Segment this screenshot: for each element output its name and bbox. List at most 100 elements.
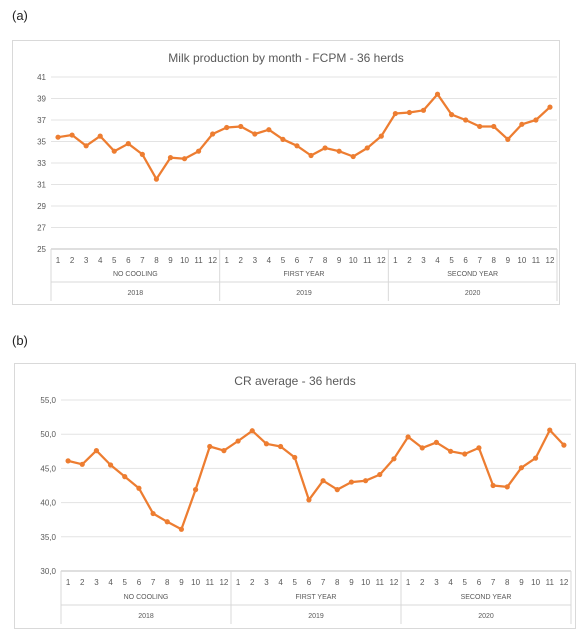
x-tick-label: 4: [267, 256, 272, 265]
chart-a: Milk production by month - FCPM - 36 her…: [37, 51, 558, 301]
x-tick-label: 2: [420, 578, 425, 587]
data-point: [210, 131, 216, 137]
data-point: [107, 462, 114, 468]
data-point: [280, 136, 286, 142]
x-tick-label: 12: [208, 256, 217, 265]
data-point: [221, 448, 227, 454]
x-tick-label: 7: [321, 578, 326, 587]
x-tick-label: 12: [219, 578, 228, 587]
data-point: [252, 131, 258, 137]
x-tick-label: 2: [407, 256, 412, 265]
x-tick-label: 7: [140, 256, 145, 265]
group-label: NO COOLING: [124, 594, 169, 601]
x-tick-label: 4: [435, 256, 440, 265]
chart-title: Milk production by month - FCPM - 36 her…: [168, 51, 403, 65]
y-tick-label: 31: [37, 181, 46, 190]
data-point: [334, 487, 340, 493]
data-point: [519, 121, 525, 127]
data-point: [448, 112, 455, 118]
x-tick-label: 6: [295, 256, 300, 265]
chart-a-frame: Milk production by month - FCPM - 36 her…: [12, 40, 560, 305]
y-tick-label: 30,0: [40, 567, 56, 576]
data-point: [238, 123, 244, 130]
x-tick-label: 1: [224, 256, 229, 265]
data-point: [462, 451, 468, 457]
data-point: [167, 155, 174, 161]
x-tick-label: 3: [84, 256, 89, 265]
x-tick-label: 1: [406, 578, 411, 587]
y-tick-label: 37: [37, 116, 46, 125]
data-point: [477, 123, 483, 130]
data-point: [224, 124, 230, 131]
data-point: [490, 482, 496, 489]
data-point: [136, 485, 142, 491]
x-tick-label: 2: [239, 256, 244, 265]
x-tick-label: 6: [307, 578, 312, 587]
data-point: [419, 445, 425, 451]
data-point: [207, 443, 213, 450]
year-label: 2018: [128, 290, 144, 297]
data-point: [150, 510, 156, 517]
x-tick-label: 10: [349, 256, 358, 265]
x-tick-label: 10: [361, 578, 370, 587]
chart-b: CR average - 36 herds 30,0 35,0 40,0 45,0 50,…: [40, 374, 572, 624]
x-tick-label: 9: [337, 256, 342, 265]
data-point: [362, 478, 369, 484]
x-tick-label: 11: [546, 578, 555, 587]
x-tick-label: 7: [151, 578, 156, 587]
data-point: [125, 141, 131, 147]
x-tick-label: 3: [94, 578, 99, 587]
data-point: [547, 427, 553, 433]
x-tick-label: 9: [179, 578, 184, 587]
x-tick-label: 8: [335, 578, 340, 587]
data-point: [292, 454, 298, 461]
data-point: [518, 465, 525, 471]
data-point: [504, 484, 510, 490]
x-tick-label: 5: [281, 256, 286, 265]
x-tick-label: 4: [278, 578, 283, 587]
data-point: [93, 448, 100, 454]
x-tick-label: 11: [363, 256, 372, 265]
data-point: [266, 127, 272, 133]
group-label: FIRST YEAR: [284, 271, 325, 278]
x-tick-label: 5: [112, 256, 117, 265]
x-tick-label: 4: [448, 578, 453, 587]
year-label: 2020: [478, 613, 494, 620]
y-tick-label: 35,0: [40, 533, 56, 542]
data-point: [463, 117, 469, 123]
x-tick-label: 5: [293, 578, 298, 587]
chart-b-frame: CR average - 36 herds 30,0 35,0 40,0 45,0 50,…: [14, 363, 576, 629]
x-tick-label: 3: [434, 578, 439, 587]
data-point: [195, 148, 202, 154]
x-tick-label: 1: [56, 256, 61, 265]
x-tick-label: 8: [505, 578, 510, 587]
y-tick-label: 50,0: [40, 430, 56, 439]
series-line: [57, 93, 551, 181]
group-label: SECOND YEAR: [447, 271, 498, 278]
data-point: [111, 148, 117, 154]
data-point: [322, 145, 328, 151]
data-point: [420, 107, 427, 113]
x-tick-label: 12: [546, 256, 555, 265]
x-tick-label: 1: [236, 578, 241, 587]
year-label: 2018: [138, 613, 154, 620]
x-tick-label: 7: [477, 256, 482, 265]
x-tick-label: 4: [108, 578, 113, 587]
data-point: [406, 109, 413, 116]
x-tick-label: 6: [137, 578, 142, 587]
data-point: [235, 438, 241, 444]
x-tick-label: 6: [477, 578, 482, 587]
x-tick-label: 10: [531, 578, 540, 587]
y-tick-label: 40,0: [40, 499, 56, 508]
x-tick-label: 5: [449, 256, 454, 265]
data-point: [122, 474, 128, 480]
data-point: [153, 176, 160, 182]
x-tick-label: 8: [165, 578, 170, 587]
data-point: [306, 497, 312, 503]
group-label: NO COOLING: [113, 271, 158, 278]
x-tick-label: 10: [517, 256, 526, 265]
data-point: [336, 148, 342, 154]
x-tick-label: 6: [463, 256, 468, 265]
y-tick-label: 27: [37, 224, 46, 233]
y-tick-label: 29: [37, 202, 46, 211]
